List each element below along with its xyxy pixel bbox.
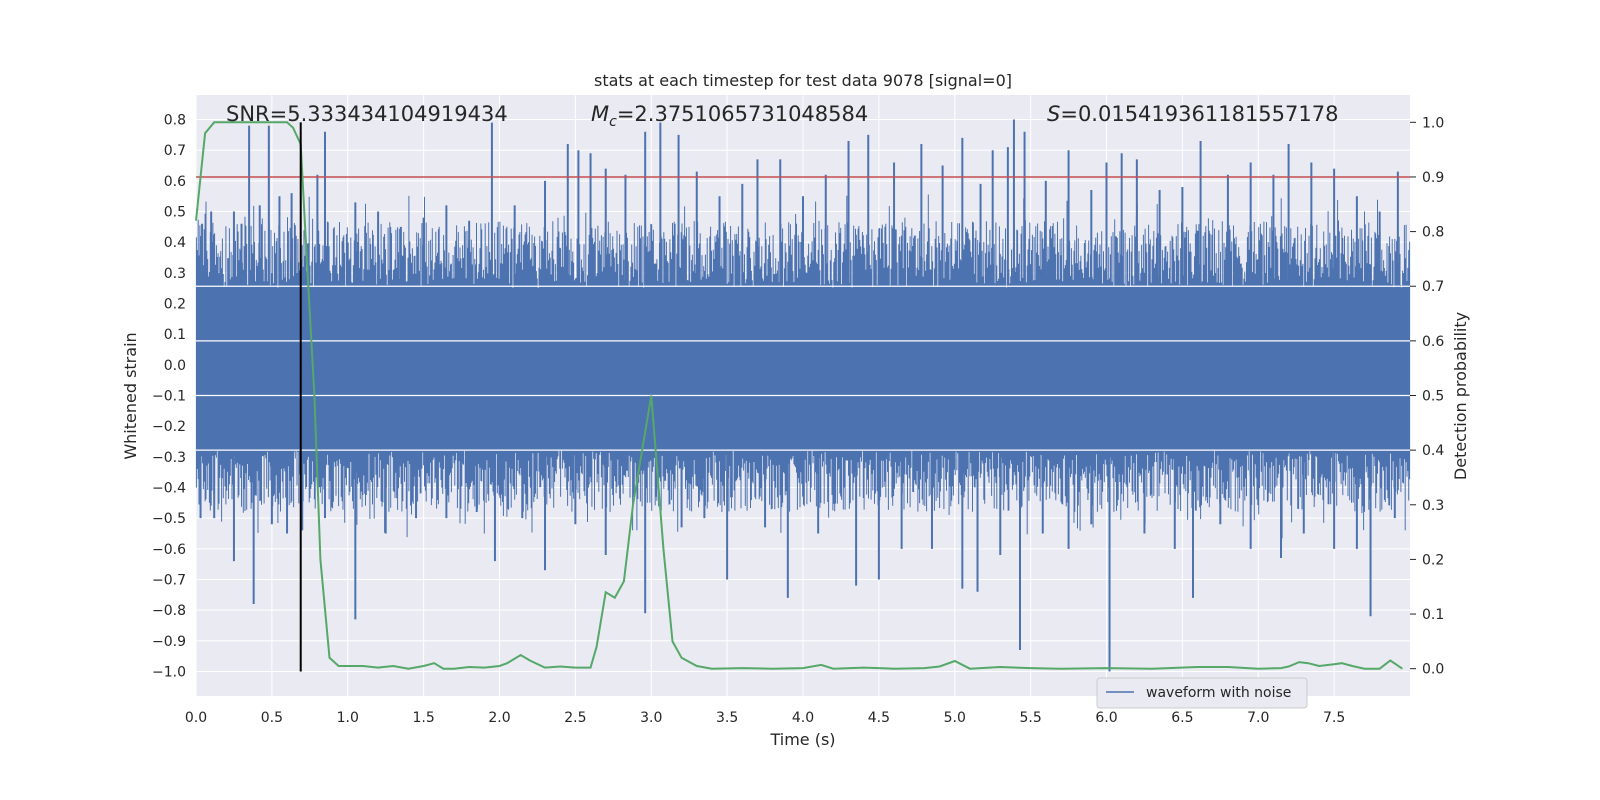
y2-axis-label: Detection probability [1451,312,1470,480]
x-tick-label: 4.0 [792,710,814,726]
x-tick-label: 7.0 [1247,710,1269,726]
x-tick-label: 1.0 [337,710,359,726]
x-tick-label: 0.0 [185,710,207,726]
y-tick-label: 0.0 [164,358,186,374]
y-tick-label: −1.0 [152,664,186,680]
x-tick-label: 1.5 [412,710,434,726]
y2-tick-label: 0.7 [1422,279,1444,295]
y2-tick-label: 0.5 [1422,389,1444,405]
chirp-mass-symbol: M [591,102,609,126]
x-tick-label: 3.5 [716,710,738,726]
y-tick-label: −0.7 [152,572,186,588]
y2-tick-label: 0.2 [1422,552,1444,568]
chart-title: stats at each timestep for test data 907… [594,71,1012,90]
y2-tick-label: 0.1 [1422,607,1444,623]
x-tick-label: 4.5 [868,710,890,726]
y-tick-label: 0.5 [164,205,186,221]
x-tick-label: 2.5 [564,710,586,726]
detection-probability-line [195,121,1403,670]
y-tick-label: 0.2 [164,297,186,313]
y-axis-label: Whitened strain [121,332,140,459]
y-tick-label: −0.6 [152,542,186,558]
axes-group: 0.0 0.5 1.0 1.5 2.0 2.5 3.0 3.5 4.0 4.5 5.0 5.5 6.0 6… [152,113,1444,726]
y-tick-label: 0.1 [164,327,186,343]
x-tick-label: 0.5 [261,710,283,726]
y-tick-label: −0.8 [152,603,186,619]
y-tick-label: 0.3 [164,266,186,282]
x-tick-label: 5.0 [944,710,966,726]
snr-annotation: SNR=5.333434104919434 [226,102,508,126]
s-symbol: S [1047,102,1060,126]
legend: waveform with noise [1096,677,1308,709]
y-tick-label: −0.3 [152,450,186,466]
chirp-mass-subscript: c [609,114,617,130]
y-tick-label: 0.4 [164,235,186,251]
y-tick-label: −0.1 [152,389,186,405]
y-tick-label: −0.4 [152,480,186,496]
s-annotation: S=0.015419361181557178 [1047,102,1338,126]
y-tick-label: 0.6 [164,174,186,190]
s-value: =0.015419361181557178 [1060,102,1338,126]
y2-tick-label: 0.3 [1422,498,1444,514]
x-tick-label: 3.0 [640,710,662,726]
y2-tick-label: 0.4 [1422,443,1444,459]
x-tick-label: 6.0 [1095,710,1117,726]
chirp-mass-annotation: Mc=2.3751065731048584 [591,102,868,130]
x-tick-label: 6.5 [1171,710,1193,726]
x-tick-label: 5.5 [1019,710,1041,726]
y-tick-label: −0.2 [152,419,186,435]
chirp-mass-value: =2.3751065731048584 [617,102,868,126]
y2-tick-label: 0.0 [1422,662,1444,678]
y2-tick-label: 1.0 [1422,115,1444,131]
y-tick-label: −0.5 [152,511,186,527]
y-tick-label: 0.7 [164,143,186,159]
y-tick-label: −0.9 [152,634,186,650]
waveform-dense-band [196,288,1410,451]
x-tick-label: 2.0 [488,710,510,726]
y2-tick-label: 0.6 [1422,334,1444,350]
x-tick-label: 7.5 [1323,710,1345,726]
legend-box [1096,677,1308,709]
overlay-group [195,121,1410,672]
y-tick-label: 0.8 [164,113,186,129]
y2-tick-label: 0.9 [1422,170,1444,186]
y2-tick-label: 0.8 [1422,225,1444,241]
legend-label: waveform with noise [1146,685,1291,701]
x-axis-label: Time (s) [769,730,835,749]
